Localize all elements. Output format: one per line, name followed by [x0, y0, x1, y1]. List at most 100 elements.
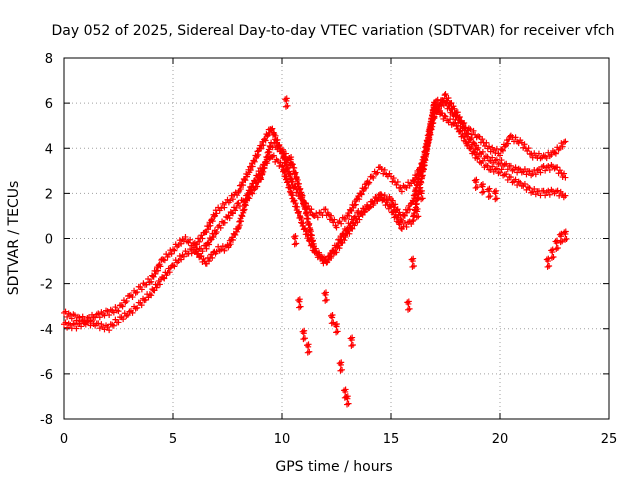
- trace-b-marker: [96, 325, 103, 332]
- trace-c-marker: [308, 232, 315, 239]
- spikes-marker: [405, 298, 412, 305]
- axis-ticks: 0 5 10 15 20 25 -8 -6 -4 -2 0 2 4 6 8: [40, 52, 617, 447]
- trace-a-marker: [498, 157, 505, 164]
- spikes-marker: [329, 311, 336, 318]
- spikes-marker: [554, 244, 561, 251]
- trace-b-marker: [468, 144, 475, 151]
- trace-a-marker: [314, 214, 321, 221]
- trace-b-marker: [542, 192, 549, 199]
- spikes-marker: [493, 187, 500, 194]
- trace-a-marker: [237, 186, 244, 193]
- trace-b-marker: [187, 246, 194, 253]
- trace-c-marker: [219, 218, 226, 225]
- spikes-marker: [554, 237, 561, 244]
- trace-a-marker: [168, 250, 175, 257]
- trace-b-marker: [507, 174, 514, 181]
- trace-a-marker: [381, 166, 388, 173]
- trace-b-marker: [445, 119, 452, 126]
- trace-a-marker: [535, 166, 542, 173]
- trace-a-marker: [187, 236, 194, 243]
- spikes-marker: [479, 181, 486, 188]
- trace-a-marker: [118, 302, 125, 309]
- spikes-marker: [410, 255, 417, 262]
- trace-c-marker: [217, 224, 224, 231]
- trace-c-marker: [241, 198, 248, 205]
- trace-c-marker: [266, 149, 273, 156]
- spikes-marker: [323, 296, 330, 303]
- trace-a-marker: [205, 226, 212, 233]
- trace-c-marker: [221, 219, 228, 226]
- trace-b-marker: [269, 153, 276, 160]
- trace-a-marker: [328, 212, 335, 219]
- trace-c-marker: [199, 248, 206, 255]
- trace-c-marker: [525, 145, 532, 152]
- trace-a-marker: [521, 166, 528, 173]
- spikes-marker: [322, 289, 329, 296]
- trace-a-marker: [68, 315, 75, 322]
- trace-c-marker: [341, 232, 348, 239]
- data-points: [61, 90, 570, 408]
- trace-b-marker: [279, 162, 286, 169]
- y-tick-label: 8: [45, 52, 53, 67]
- trace-c-marker: [292, 169, 299, 176]
- trace-b-marker: [160, 274, 167, 281]
- trace-b-marker: [295, 208, 302, 215]
- trace-c-marker: [254, 183, 261, 190]
- spikes-marker: [296, 296, 303, 303]
- trace-c-marker: [470, 127, 477, 134]
- trace-c-marker: [493, 145, 500, 152]
- trace-b-marker: [479, 157, 486, 164]
- trace-a-marker: [493, 156, 500, 163]
- x-tick-label: 15: [383, 432, 400, 447]
- trace-a-marker: [338, 220, 345, 227]
- trace-c-marker: [428, 118, 435, 125]
- trace-c-marker: [499, 147, 506, 154]
- trace-c-marker: [226, 215, 233, 222]
- trace-a-marker: [154, 267, 161, 274]
- trace-b-marker: [394, 206, 401, 213]
- trace-a-marker: [551, 165, 558, 172]
- trace-b-marker: [232, 231, 239, 238]
- trace-a-marker: [260, 142, 267, 149]
- trace-a-marker: [196, 238, 203, 245]
- trace-b-marker: [493, 165, 500, 172]
- trace-b-marker: [300, 220, 307, 227]
- trace-a-marker: [221, 204, 228, 211]
- trace-b-marker: [129, 309, 136, 316]
- trace-a-marker: [537, 169, 544, 176]
- trace-c-marker: [368, 198, 375, 205]
- y-tick-label: -2: [40, 278, 53, 293]
- trace-a-marker: [561, 170, 568, 177]
- trace-a-marker: [546, 166, 553, 173]
- trace-c-marker: [551, 149, 558, 156]
- y-tick-label: 6: [45, 97, 53, 112]
- trace-c-marker: [261, 165, 268, 172]
- trace-c-marker: [386, 202, 393, 209]
- spikes-marker: [292, 233, 299, 240]
- spikes-marker: [349, 341, 356, 348]
- spikes-marker: [418, 187, 425, 194]
- trace-b-marker: [457, 127, 464, 134]
- trace-a-marker: [148, 278, 155, 285]
- spikes-marker: [486, 185, 493, 192]
- trace-c-marker: [370, 201, 377, 208]
- trace-c-marker: [344, 226, 351, 233]
- trace-a-marker: [356, 196, 363, 203]
- trace-b-marker: [64, 324, 71, 331]
- y-tick-label: -8: [40, 413, 53, 428]
- trace-a-marker: [64, 313, 71, 320]
- trace-c-marker: [383, 199, 390, 206]
- trace-c-marker: [233, 204, 240, 211]
- trace-c-marker: [424, 146, 431, 153]
- trace-a-marker: [394, 178, 401, 185]
- trace-b-marker: [470, 148, 477, 155]
- trace-c-marker: [545, 149, 552, 156]
- trace-c-marker: [282, 150, 289, 157]
- trace-b-marker: [546, 191, 553, 198]
- trace-b-marker: [218, 246, 225, 253]
- trace-c-marker: [475, 133, 482, 140]
- trace-c-marker: [210, 234, 217, 241]
- trace-c-marker: [312, 245, 319, 252]
- trace-c-marker: [262, 160, 269, 167]
- trace-c-marker: [413, 200, 420, 207]
